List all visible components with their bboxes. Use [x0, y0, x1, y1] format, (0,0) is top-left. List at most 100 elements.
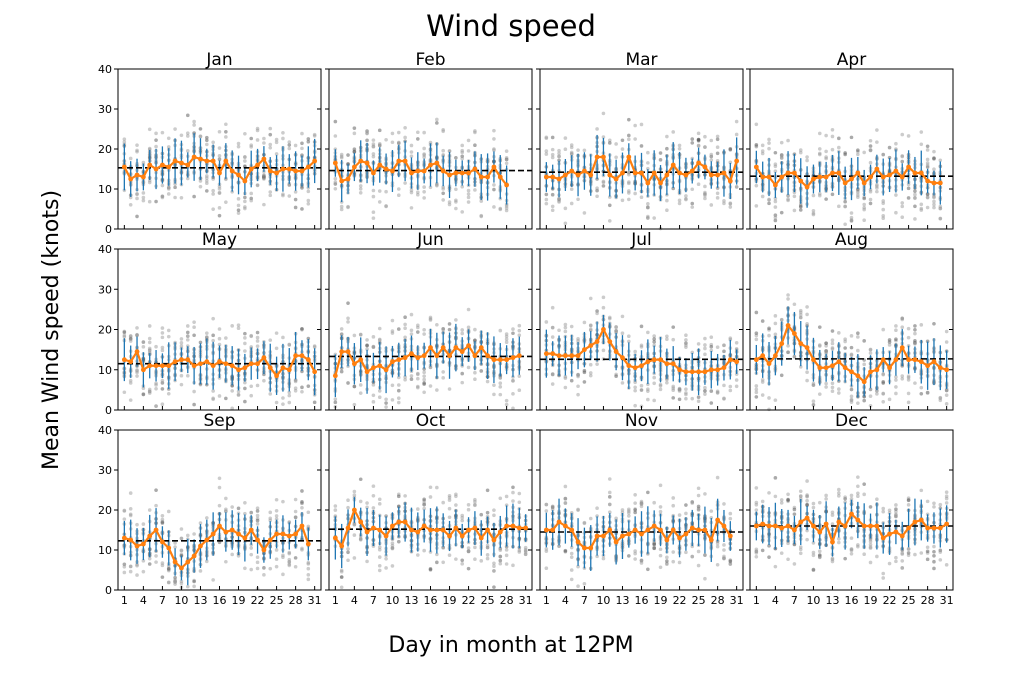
daily-mean-point: [504, 182, 510, 188]
daily-mean-point: [280, 531, 286, 537]
observation-dot: [365, 131, 369, 135]
daily-mean-point: [664, 361, 670, 367]
daily-mean-point: [204, 537, 210, 543]
daily-mean-point: [447, 353, 452, 359]
daily-mean-point: [345, 176, 351, 182]
daily-mean-point: [466, 343, 471, 348]
observation-dot: [293, 509, 298, 514]
observation-dot: [135, 192, 139, 197]
y-tick-label: 20: [98, 504, 112, 517]
daily-mean-point: [339, 178, 345, 184]
observation-dot: [306, 577, 311, 582]
observation-dot: [722, 349, 726, 354]
observation-dot: [906, 134, 911, 138]
observation-dot: [754, 337, 759, 342]
observation-dot: [582, 211, 587, 215]
daily-mean-point: [601, 327, 606, 332]
observation-dot: [268, 566, 273, 571]
observation-dot: [217, 394, 222, 398]
observation-dot: [563, 221, 568, 226]
observation-dot: [447, 322, 452, 326]
observation-dot: [135, 522, 139, 527]
daily-mean-point: [569, 168, 575, 174]
observation-dot: [281, 499, 285, 504]
observation-dot: [306, 202, 311, 206]
observation-dot: [352, 384, 357, 389]
observation-dot: [677, 387, 682, 391]
daily-mean-point: [626, 363, 632, 369]
observation-dot: [173, 127, 177, 131]
observation-dot: [550, 147, 555, 152]
daily-mean-point: [721, 365, 727, 371]
daily-mean-point: [601, 154, 606, 160]
observation-dot: [160, 517, 165, 522]
daily-mean-point: [428, 345, 433, 351]
observation-dot: [715, 151, 720, 156]
observation-dot: [479, 369, 484, 373]
daily-mean-point: [658, 357, 663, 363]
observation-dot: [403, 494, 407, 498]
observation-dot: [211, 140, 215, 145]
observation-dot: [293, 515, 298, 519]
observation-dot: [384, 401, 388, 405]
observation-dot: [550, 325, 555, 330]
observation-dot: [754, 183, 759, 188]
observation-dot: [160, 402, 165, 407]
observation-dot: [293, 497, 298, 502]
observation-dot: [817, 152, 822, 157]
daily-mean-point: [772, 353, 778, 359]
observation-dot: [185, 533, 190, 538]
observation-dot: [932, 205, 936, 210]
observation-dot: [894, 337, 898, 342]
observation-dot: [485, 556, 490, 561]
observation-dot: [358, 187, 363, 191]
observation-dot: [185, 149, 190, 153]
observation-dot: [422, 130, 426, 135]
observation-dot: [620, 314, 625, 319]
observation-dot: [447, 553, 452, 557]
daily-mean-point: [639, 170, 644, 176]
observation-dot: [550, 372, 555, 377]
observation-dot: [473, 499, 477, 504]
daily-mean-point: [236, 367, 241, 373]
observation-dot: [192, 584, 196, 589]
observation-dot: [179, 195, 184, 200]
daily-mean-point: [402, 355, 408, 361]
observation-dot: [817, 193, 822, 198]
observation-dot: [352, 402, 357, 407]
observation-dot: [192, 579, 196, 584]
observation-dot: [595, 194, 599, 199]
observation-dot: [843, 199, 847, 204]
observation-dot: [728, 205, 733, 209]
observation-dot: [498, 328, 503, 333]
observation-dot: [627, 334, 631, 338]
observation-dot: [792, 208, 797, 213]
observation-dot: [224, 559, 228, 564]
daily-mean-point: [849, 369, 854, 375]
observation-dot: [715, 196, 720, 200]
observation-dot: [346, 320, 350, 324]
observation-dot: [346, 550, 350, 555]
observation-dot: [377, 568, 382, 573]
observation-dot: [300, 489, 304, 493]
daily-mean-point: [478, 345, 484, 351]
observation-dot: [614, 155, 618, 160]
daily-mean-point: [899, 345, 905, 351]
observation-dot: [466, 200, 471, 204]
observation-dot: [377, 497, 382, 502]
observation-dot: [141, 569, 146, 574]
daily-mean-point: [261, 156, 267, 162]
observation-dot: [281, 396, 285, 400]
daily-mean-point: [645, 180, 651, 186]
observation-dot: [339, 585, 344, 590]
observation-dot: [544, 149, 549, 153]
observation-dot: [492, 508, 496, 512]
observation-dot: [684, 194, 688, 198]
daily-mean-point: [683, 172, 689, 178]
observation-dot: [856, 148, 860, 153]
observation-dot: [160, 348, 165, 353]
daily-mean-point: [804, 184, 810, 190]
observation-dot: [281, 192, 285, 196]
observation-dot: [377, 189, 382, 193]
